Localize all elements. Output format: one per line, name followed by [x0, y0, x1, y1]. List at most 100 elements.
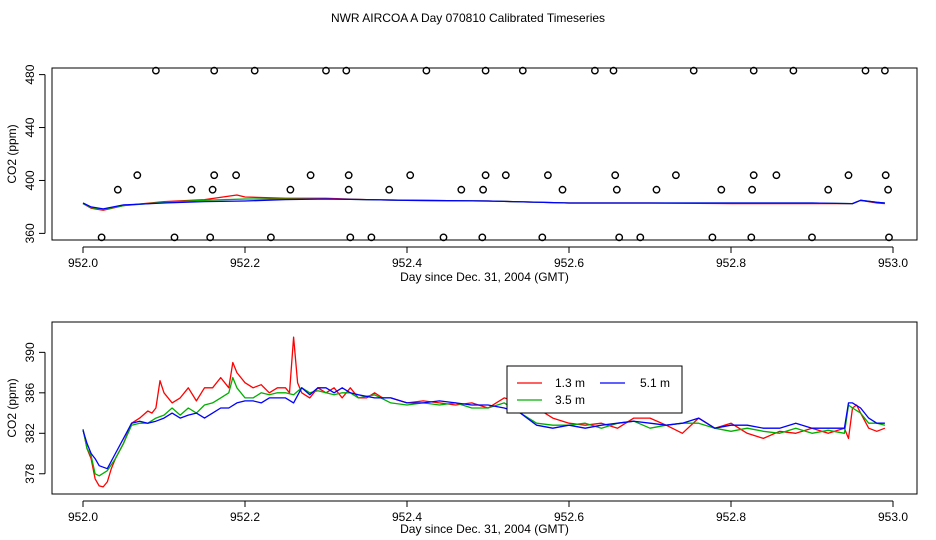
legend-label-5-1m: 5.1 m [640, 376, 670, 390]
scatter-point [844, 171, 853, 180]
scatter-point [591, 66, 599, 75]
scatter-point [406, 171, 415, 180]
scatter-point [708, 233, 717, 242]
scatter-point [346, 233, 355, 242]
figure-title: NWR AIRCOA A Day 070810 Calibrated Times… [331, 11, 605, 25]
scatter-point [457, 185, 466, 194]
scatter-point [748, 185, 756, 194]
top-x-tick-label: 952.0 [68, 256, 98, 270]
top-y-tick-label: 400 [23, 170, 37, 190]
scatter-point [250, 66, 259, 75]
bottom-y-tick-label: 390 [23, 342, 37, 362]
scatter-point [749, 171, 758, 180]
top-x-tick-label: 952.6 [554, 256, 584, 270]
scatter-point [885, 233, 893, 242]
scatter-point [478, 233, 487, 242]
bottom-series-3-5-m [82, 376, 886, 477]
top-y-tick-label: 440 [23, 117, 37, 137]
scatter-point [208, 185, 217, 194]
top-axes: 952.0 952.2 952.4 952.6 952.8 953.0 360 400 440 4… [23, 64, 908, 270]
scatter-point [344, 185, 353, 194]
top-y-tick-label: 360 [23, 223, 37, 243]
legend: 1.3 m 3.5 m 5.1 m [506, 365, 683, 414]
scatter-point [861, 66, 870, 75]
scatter-point [881, 171, 890, 180]
bottom-series-5-1-m [82, 387, 885, 470]
top-series-5-1-m [82, 198, 885, 210]
scatter-point [206, 233, 215, 242]
scatter-point [344, 171, 353, 180]
bottom-plot-frame [51, 321, 918, 495]
scatter-point [286, 185, 295, 194]
scatter-point [808, 233, 816, 242]
scatter-point [322, 66, 330, 75]
bottom-axes: 952.0 952.2 952.4 952.6 952.8 953.0 378 382 386 3… [23, 342, 908, 524]
bottom-y-tick-label: 386 [23, 382, 37, 402]
scatter-point [170, 233, 179, 242]
bottom-series-1-3-m [82, 336, 886, 488]
scatter-point [636, 233, 645, 242]
scatter-point [501, 171, 510, 180]
scatter-point [266, 233, 275, 242]
scatter-point [113, 185, 122, 194]
scatter-point [689, 66, 698, 75]
top-y-axis-label: CO2 (ppm) [5, 124, 19, 183]
top-scatter-points [97, 66, 893, 242]
scatter-point [789, 66, 798, 75]
scatter-point [210, 66, 219, 75]
top-plot-frame [51, 67, 918, 241]
scatter-point [187, 185, 196, 194]
legend-label-3-5m: 3.5 m [555, 393, 585, 407]
bottom-x-tick-label: 952.0 [68, 510, 98, 524]
bottom-x-axis-label: Day since Dec. 31, 2004 (GMT) [400, 522, 569, 536]
scatter-point [747, 233, 756, 242]
bottom-y-axis-label: CO2 (ppm) [5, 378, 19, 437]
bottom-y-tick-label: 382 [23, 423, 37, 443]
top-panel: 952.0 952.2 952.4 952.6 952.8 953.0 360 400 440 4… [5, 64, 918, 284]
top-x-tick-label: 953.0 [878, 256, 908, 270]
scatter-point [612, 185, 621, 194]
scatter-point [481, 66, 490, 75]
scatter-point [609, 66, 618, 75]
top-series [82, 194, 885, 211]
scatter-point [422, 66, 431, 75]
scatter-point [518, 66, 527, 75]
bottom-y-tick-label: 378 [23, 463, 37, 483]
top-x-tick-label: 952.2 [230, 256, 260, 270]
bottom-series [82, 336, 886, 488]
scatter-point [772, 171, 781, 180]
scatter-point [558, 185, 567, 194]
scatter-point [133, 171, 142, 180]
scatter-point [611, 171, 620, 180]
legend-label-1-3m: 1.3 m [555, 376, 585, 390]
bottom-panel: 952.0 952.2 952.4 952.6 952.8 953.0 378 382 386 3… [5, 321, 918, 536]
scatter-point [210, 171, 219, 180]
top-x-axis-label: Day since Dec. 31, 2004 (GMT) [400, 270, 569, 284]
scatter-point [439, 233, 448, 242]
scatter-point [367, 233, 376, 242]
scatter-point [97, 233, 106, 242]
scatter-point [749, 66, 758, 75]
scatter-point [544, 171, 552, 180]
bottom-x-tick-label: 952.6 [554, 510, 584, 524]
bottom-x-tick-label: 952.2 [230, 510, 260, 524]
bottom-x-tick-label: 953.0 [878, 510, 908, 524]
scatter-point [479, 185, 487, 194]
top-x-tick-label: 952.8 [716, 256, 746, 270]
scatter-point [232, 171, 241, 180]
scatter-point [306, 171, 315, 180]
scatter-point [824, 185, 833, 194]
top-y-tick-label: 480 [23, 64, 37, 84]
bottom-x-tick-label: 952.8 [716, 510, 746, 524]
scatter-point [481, 171, 490, 180]
top-x-tick-label: 952.4 [392, 256, 422, 270]
scatter-point [652, 185, 661, 194]
scatter-point [672, 171, 680, 180]
scatter-point [385, 185, 394, 194]
scatter-point [538, 233, 547, 242]
scatter-point [342, 66, 351, 75]
scatter-point [151, 66, 160, 75]
bottom-x-tick-label: 952.4 [392, 510, 422, 524]
scatter-point [717, 185, 726, 194]
